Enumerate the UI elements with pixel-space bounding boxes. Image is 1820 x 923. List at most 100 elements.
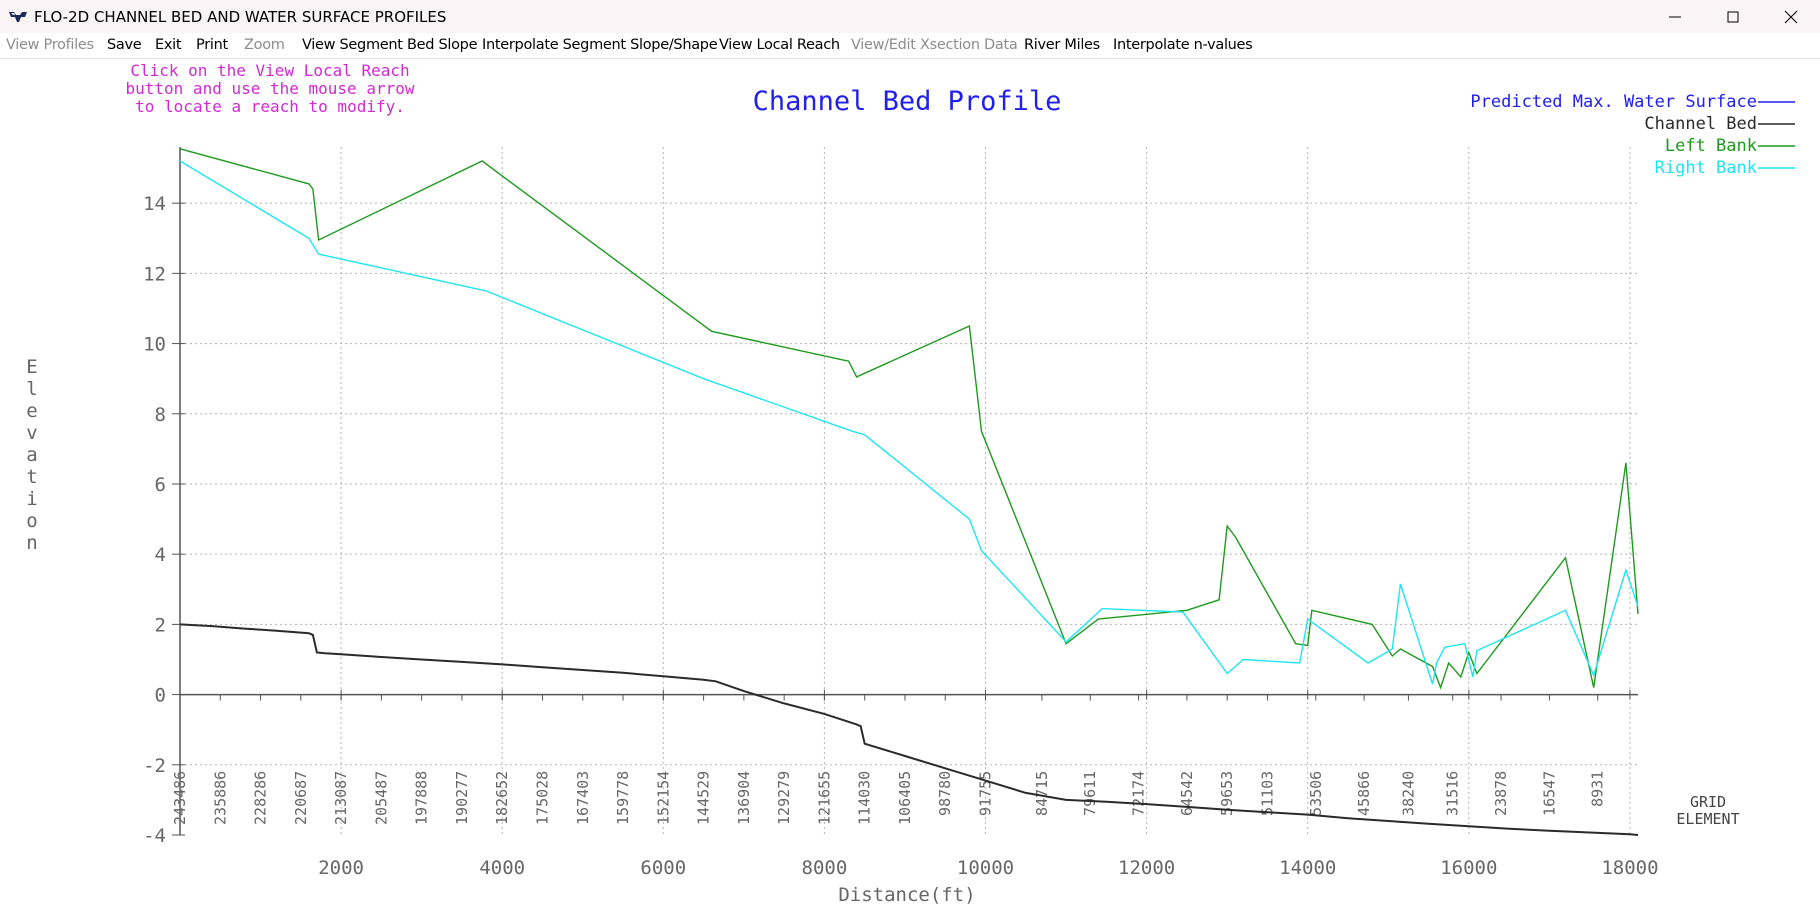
profile-plot[interactable]: Click on the View Local Reach button and… [0,59,1820,923]
y-axis-label-char: e [26,400,37,422]
series-right-bank [179,160,1639,685]
y-tick-label: 14 [143,193,166,215]
grid-element-label: 228286 [252,771,270,825]
minimize-button[interactable] [1646,0,1704,33]
series-channel-bed [179,623,1639,836]
minimize-icon [1669,16,1681,17]
series-lines [179,148,1639,836]
instruction-line: button and use the mouse arrow [126,79,415,98]
grid-element-label: 59653 [1218,771,1236,816]
grid-element-label: 98780 [936,771,954,816]
y-tick-label: -4 [143,825,166,847]
grid-element-label: 79611 [1081,771,1099,816]
maximize-button[interactable] [1704,0,1762,33]
x-tick-label: 10000 [957,857,1014,879]
grid-element-label: 220687 [292,771,310,825]
grid-element-label: 144529 [695,771,713,825]
grid-element-label: 31516 [1444,771,1462,816]
legend-label: Channel Bed [1644,114,1757,134]
y-axis-label-char: i [26,488,37,510]
grid-element-label: 53506 [1307,771,1325,816]
menu-view-edit-xsection-data[interactable]: View/Edit Xsection Data [851,37,1018,53]
grid-element-label: 121655 [815,771,833,825]
menu-zoom[interactable]: Zoom [244,37,285,53]
grid-element-label: 38240 [1399,771,1417,816]
legend-label: Left Bank [1665,136,1757,156]
grid-element-label: 182652 [493,771,511,825]
x-tick-label: 12000 [1118,857,1175,879]
grid-element-label: 114030 [856,771,874,825]
grid-element-label: 167403 [574,771,592,825]
grid-element-label: 197888 [413,771,431,825]
axes: -4 -2 0 2 4 6 8 10 12 14 2000 4000 6000 8000 10000 1200… [143,147,1659,879]
x-axis-label: Distance(ft) [838,884,975,906]
menu-bar: View Profiles Save Exit Print Zoom View … [0,34,1820,59]
grid-element-label: 16547 [1540,771,1558,816]
grid-element-label-line: ELEMENT [1676,810,1739,828]
menu-save[interactable]: Save [107,37,142,53]
grid-element-label: 235886 [211,771,229,825]
y-axis-label-char: l [26,378,37,400]
grid-element-label: 159778 [614,771,632,825]
instruction-line: to locate a reach to modify. [135,97,405,116]
x-tick-label: 8000 [802,857,848,879]
x-tick-label: 4000 [479,857,525,879]
y-tick-label: 2 [155,614,166,636]
grid-element-label: 91755 [977,771,995,816]
grid-element-label: 64542 [1178,771,1196,816]
grid-element-label: GRID ELEMENT [1676,793,1739,828]
y-axis-label-char: v [26,422,37,444]
x-tick-label: 6000 [640,857,686,879]
instruction-line: Click on the View Local Reach [130,61,409,80]
close-button[interactable] [1762,0,1820,33]
grid-element-label: 152154 [654,771,672,825]
grid-element-label: 106405 [896,771,914,825]
window-title: FLO-2D CHANNEL BED AND WATER SURFACE PRO… [34,7,447,26]
y-tick-label: 12 [143,263,166,285]
close-icon [1784,10,1798,23]
y-axis-label-char: t [26,466,37,488]
y-tick-label: -2 [143,755,166,777]
x-tick-label: 16000 [1440,857,1497,879]
grid-lines [180,147,1638,835]
y-tick-label: 4 [155,544,166,566]
x-tick-label: 14000 [1279,857,1336,879]
x-tick-label: 18000 [1601,857,1658,879]
grid-element-label: 23878 [1492,771,1510,816]
grid-element-label: 175028 [533,771,551,825]
menu-view-profiles[interactable]: View Profiles [6,37,94,53]
title-bar: FLO-2D CHANNEL BED AND WATER SURFACE PRO… [0,0,1820,33]
grid-element-label: 72174 [1130,771,1148,816]
menu-interpolate-segment-slope-shape[interactable]: Interpolate Segment Slope/Shape [482,37,718,53]
y-axis-label-char: E [26,356,37,378]
grid-element-label: 136904 [735,771,753,825]
menu-interpolate-n-values[interactable]: Interpolate n-values [1113,37,1253,53]
grid-element-label: 129279 [775,771,793,825]
menu-view-local-reach[interactable]: View Local Reach [719,37,840,53]
legend-label: Right Bank [1655,158,1757,178]
y-axis-label-char: o [26,510,37,532]
maximize-icon [1727,11,1739,22]
series-left-bank [179,148,1639,690]
y-axis-label-char: a [26,444,37,466]
menu-print[interactable]: Print [196,37,228,53]
grid-element-label: 51103 [1258,771,1276,816]
grid-element-label: 190277 [453,771,471,825]
grid-element-label: 205487 [372,771,390,825]
menu-exit[interactable]: Exit [155,37,182,53]
y-tick-label: 10 [143,334,166,356]
grid-element-label: 8931 [1589,771,1607,807]
menu-river-miles[interactable]: River Miles [1024,37,1100,53]
y-tick-label: 6 [155,474,166,496]
menu-view-segment-bed-slope[interactable]: View Segment Bed Slope [302,37,478,53]
grid-element-label: 213087 [332,771,350,825]
y-tick-label: 8 [155,404,166,426]
app-icon [9,11,27,22]
grid-element-label: 243486 [171,771,189,825]
grid-element-label: 84715 [1033,771,1051,816]
grid-element-label-line: GRID [1690,793,1726,811]
chart-title: Channel Bed Profile [753,86,1062,117]
x-tick-label: 2000 [318,857,364,879]
